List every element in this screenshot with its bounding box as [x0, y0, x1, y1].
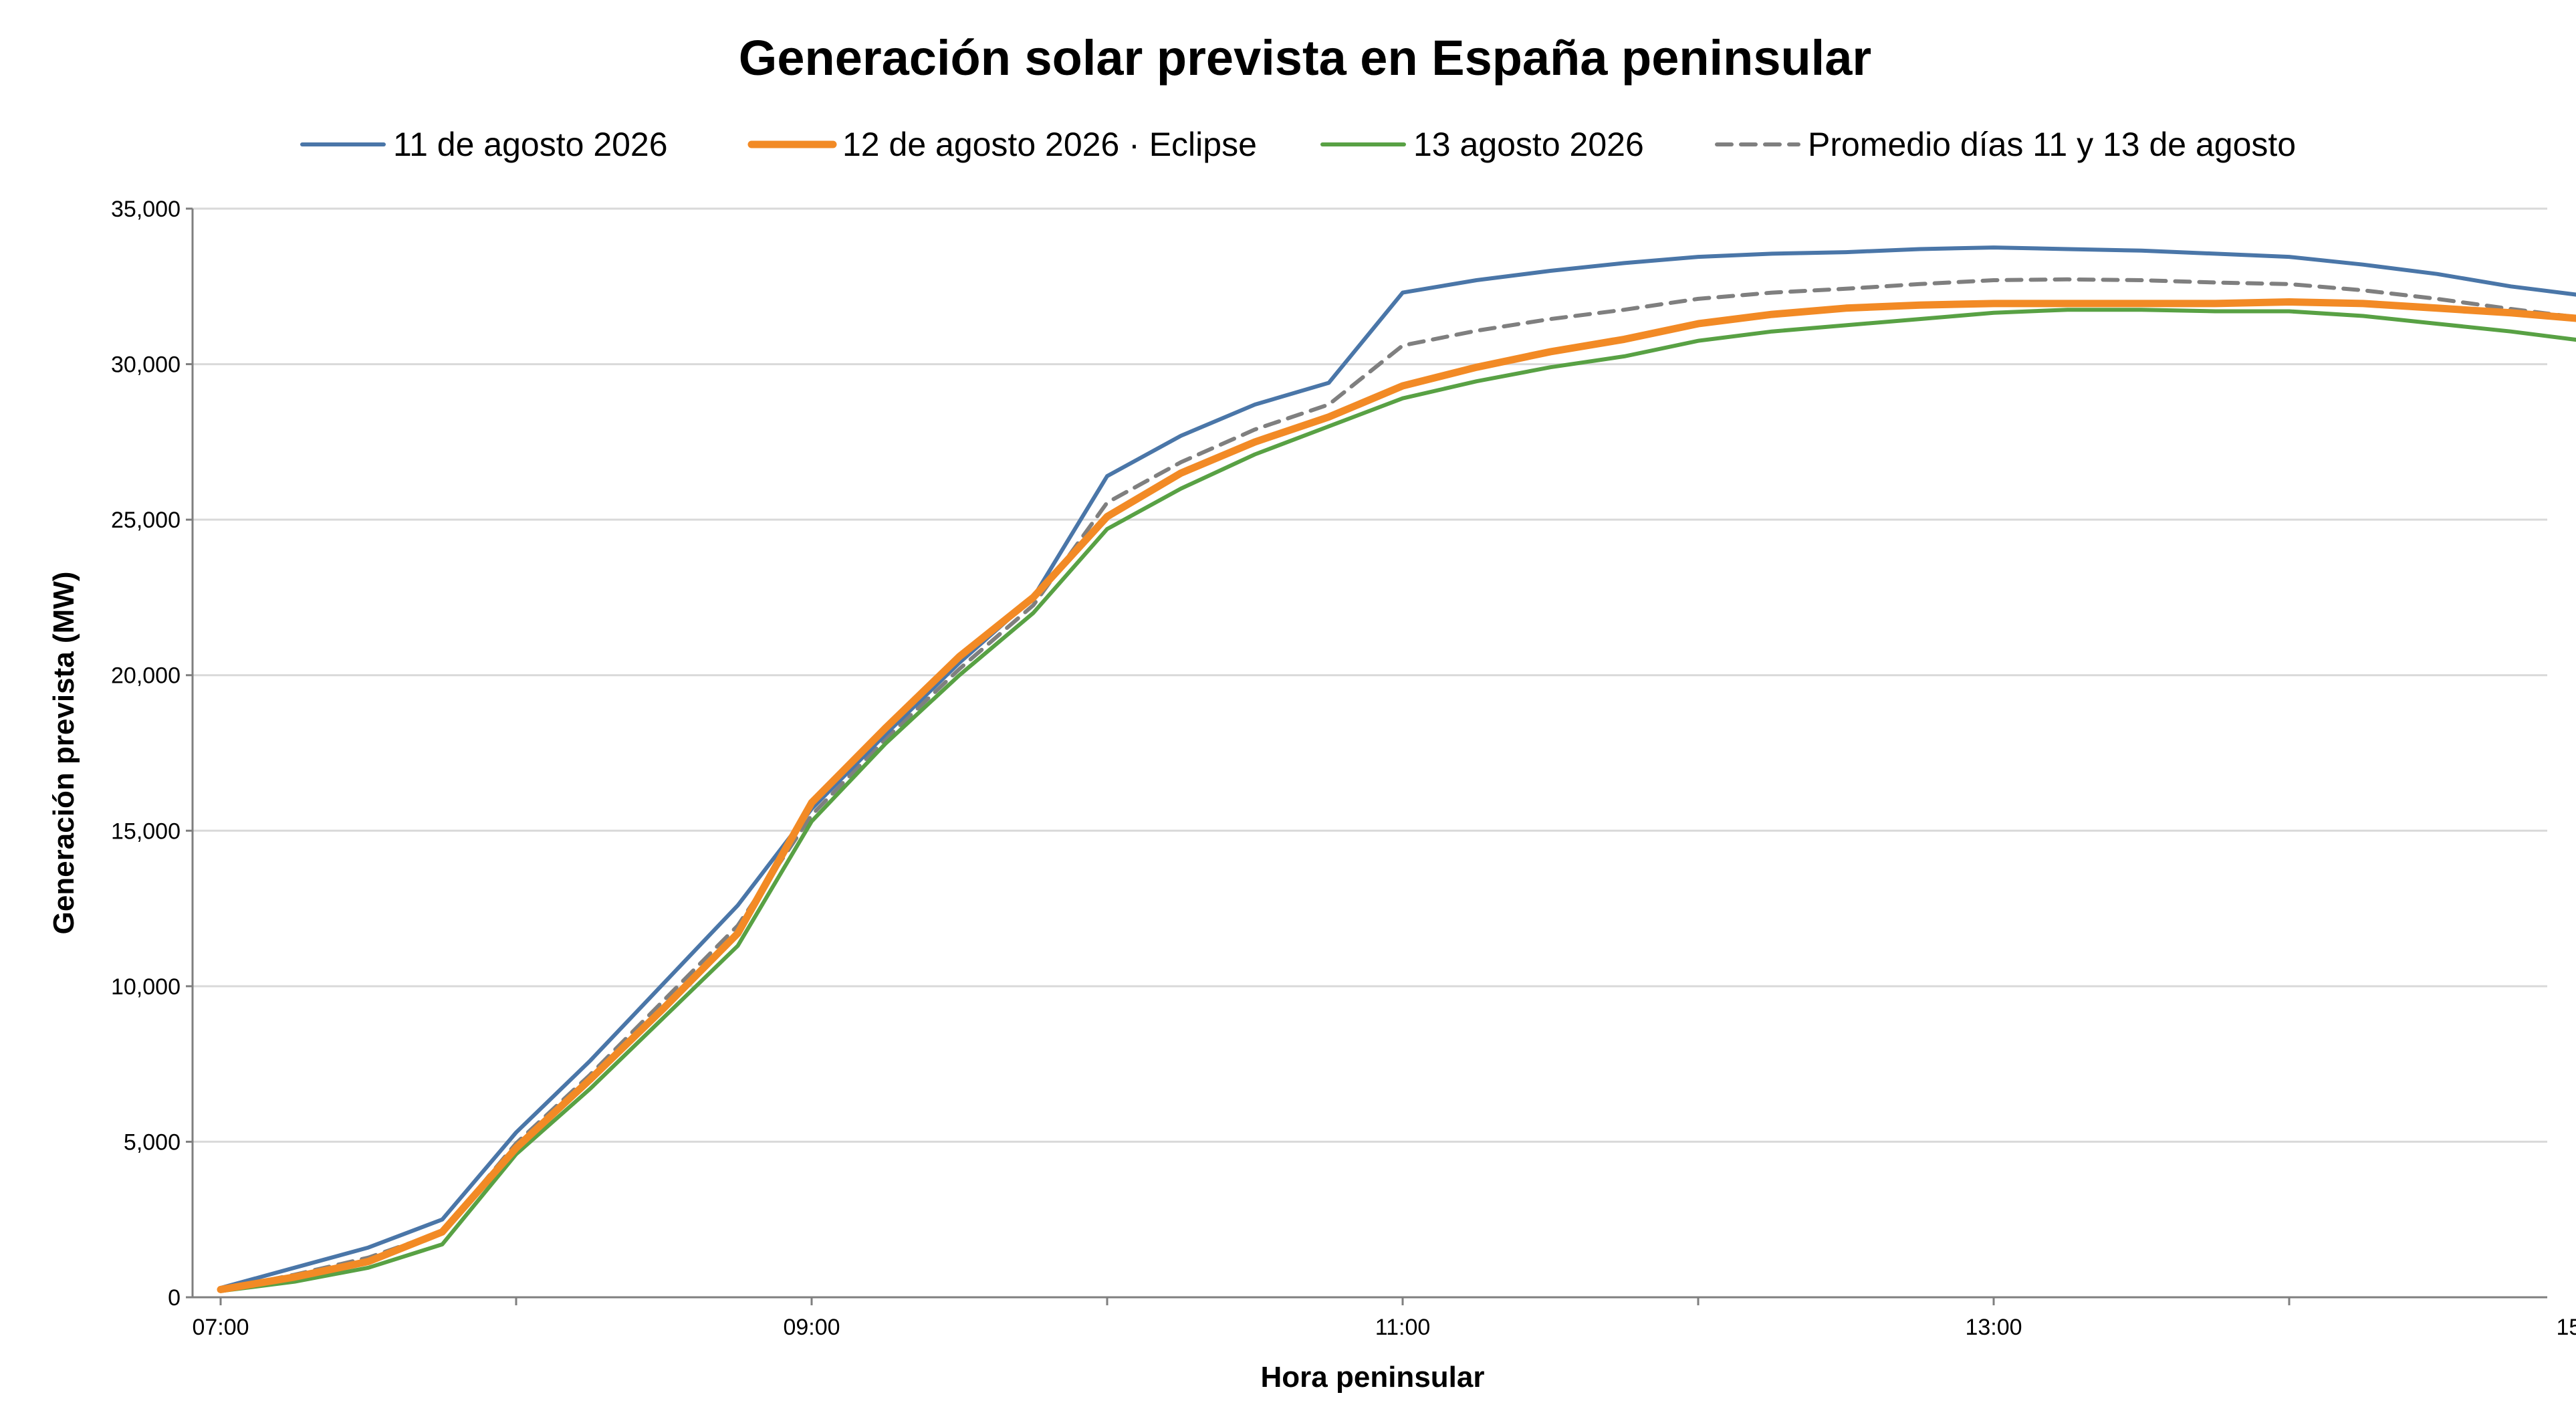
y-tick-label: 10,000 [111, 974, 181, 1000]
y-tick-label: 35,000 [111, 197, 181, 222]
legend-label: Promedio días 11 y 13 de agosto [1808, 126, 2296, 163]
y-tick-label: 30,000 [111, 352, 181, 378]
x-axis-title: Hora peninsular [1261, 1361, 1485, 1394]
series-line-2 [217, 298, 2576, 1293]
x-tick-label: 11:00 [1375, 1315, 1431, 1340]
x-tick-label: 13:00 [1965, 1315, 2022, 1340]
y-tick-label: 15,000 [111, 818, 181, 844]
legend-label: 13 agosto 2026 [1413, 126, 1644, 163]
y-axis-ticks: 0 5,000 10,000 15,000 20,000 25,000 30,000 35,0… [111, 197, 193, 1311]
x-tick-label: 07:00 [192, 1315, 249, 1340]
y-tick-label: 0 [168, 1285, 181, 1311]
series-lines [217, 245, 2576, 1293]
legend-label: 11 de agosto 2026 [393, 126, 668, 163]
legend-label: 12 de agosto 2026 · Eclipse [842, 126, 1257, 163]
y-axis-title: Generación prevista (MW) [47, 572, 80, 935]
y-tick-label: 25,000 [111, 508, 181, 533]
series-line-3 [219, 308, 2576, 1293]
gridlines [193, 207, 2547, 1143]
x-tick-label: 09:00 [783, 1315, 840, 1340]
y-tick-label: 20,000 [111, 663, 181, 689]
y-tick-label: 5,000 [124, 1129, 181, 1155]
x-tick-label: 15:00 [2556, 1315, 2576, 1340]
chart-title: Generación solar prevista en España peni… [739, 30, 1871, 86]
legend: 11 de agosto 2026 12 de agosto 2026 · Ecl… [300, 126, 2296, 163]
